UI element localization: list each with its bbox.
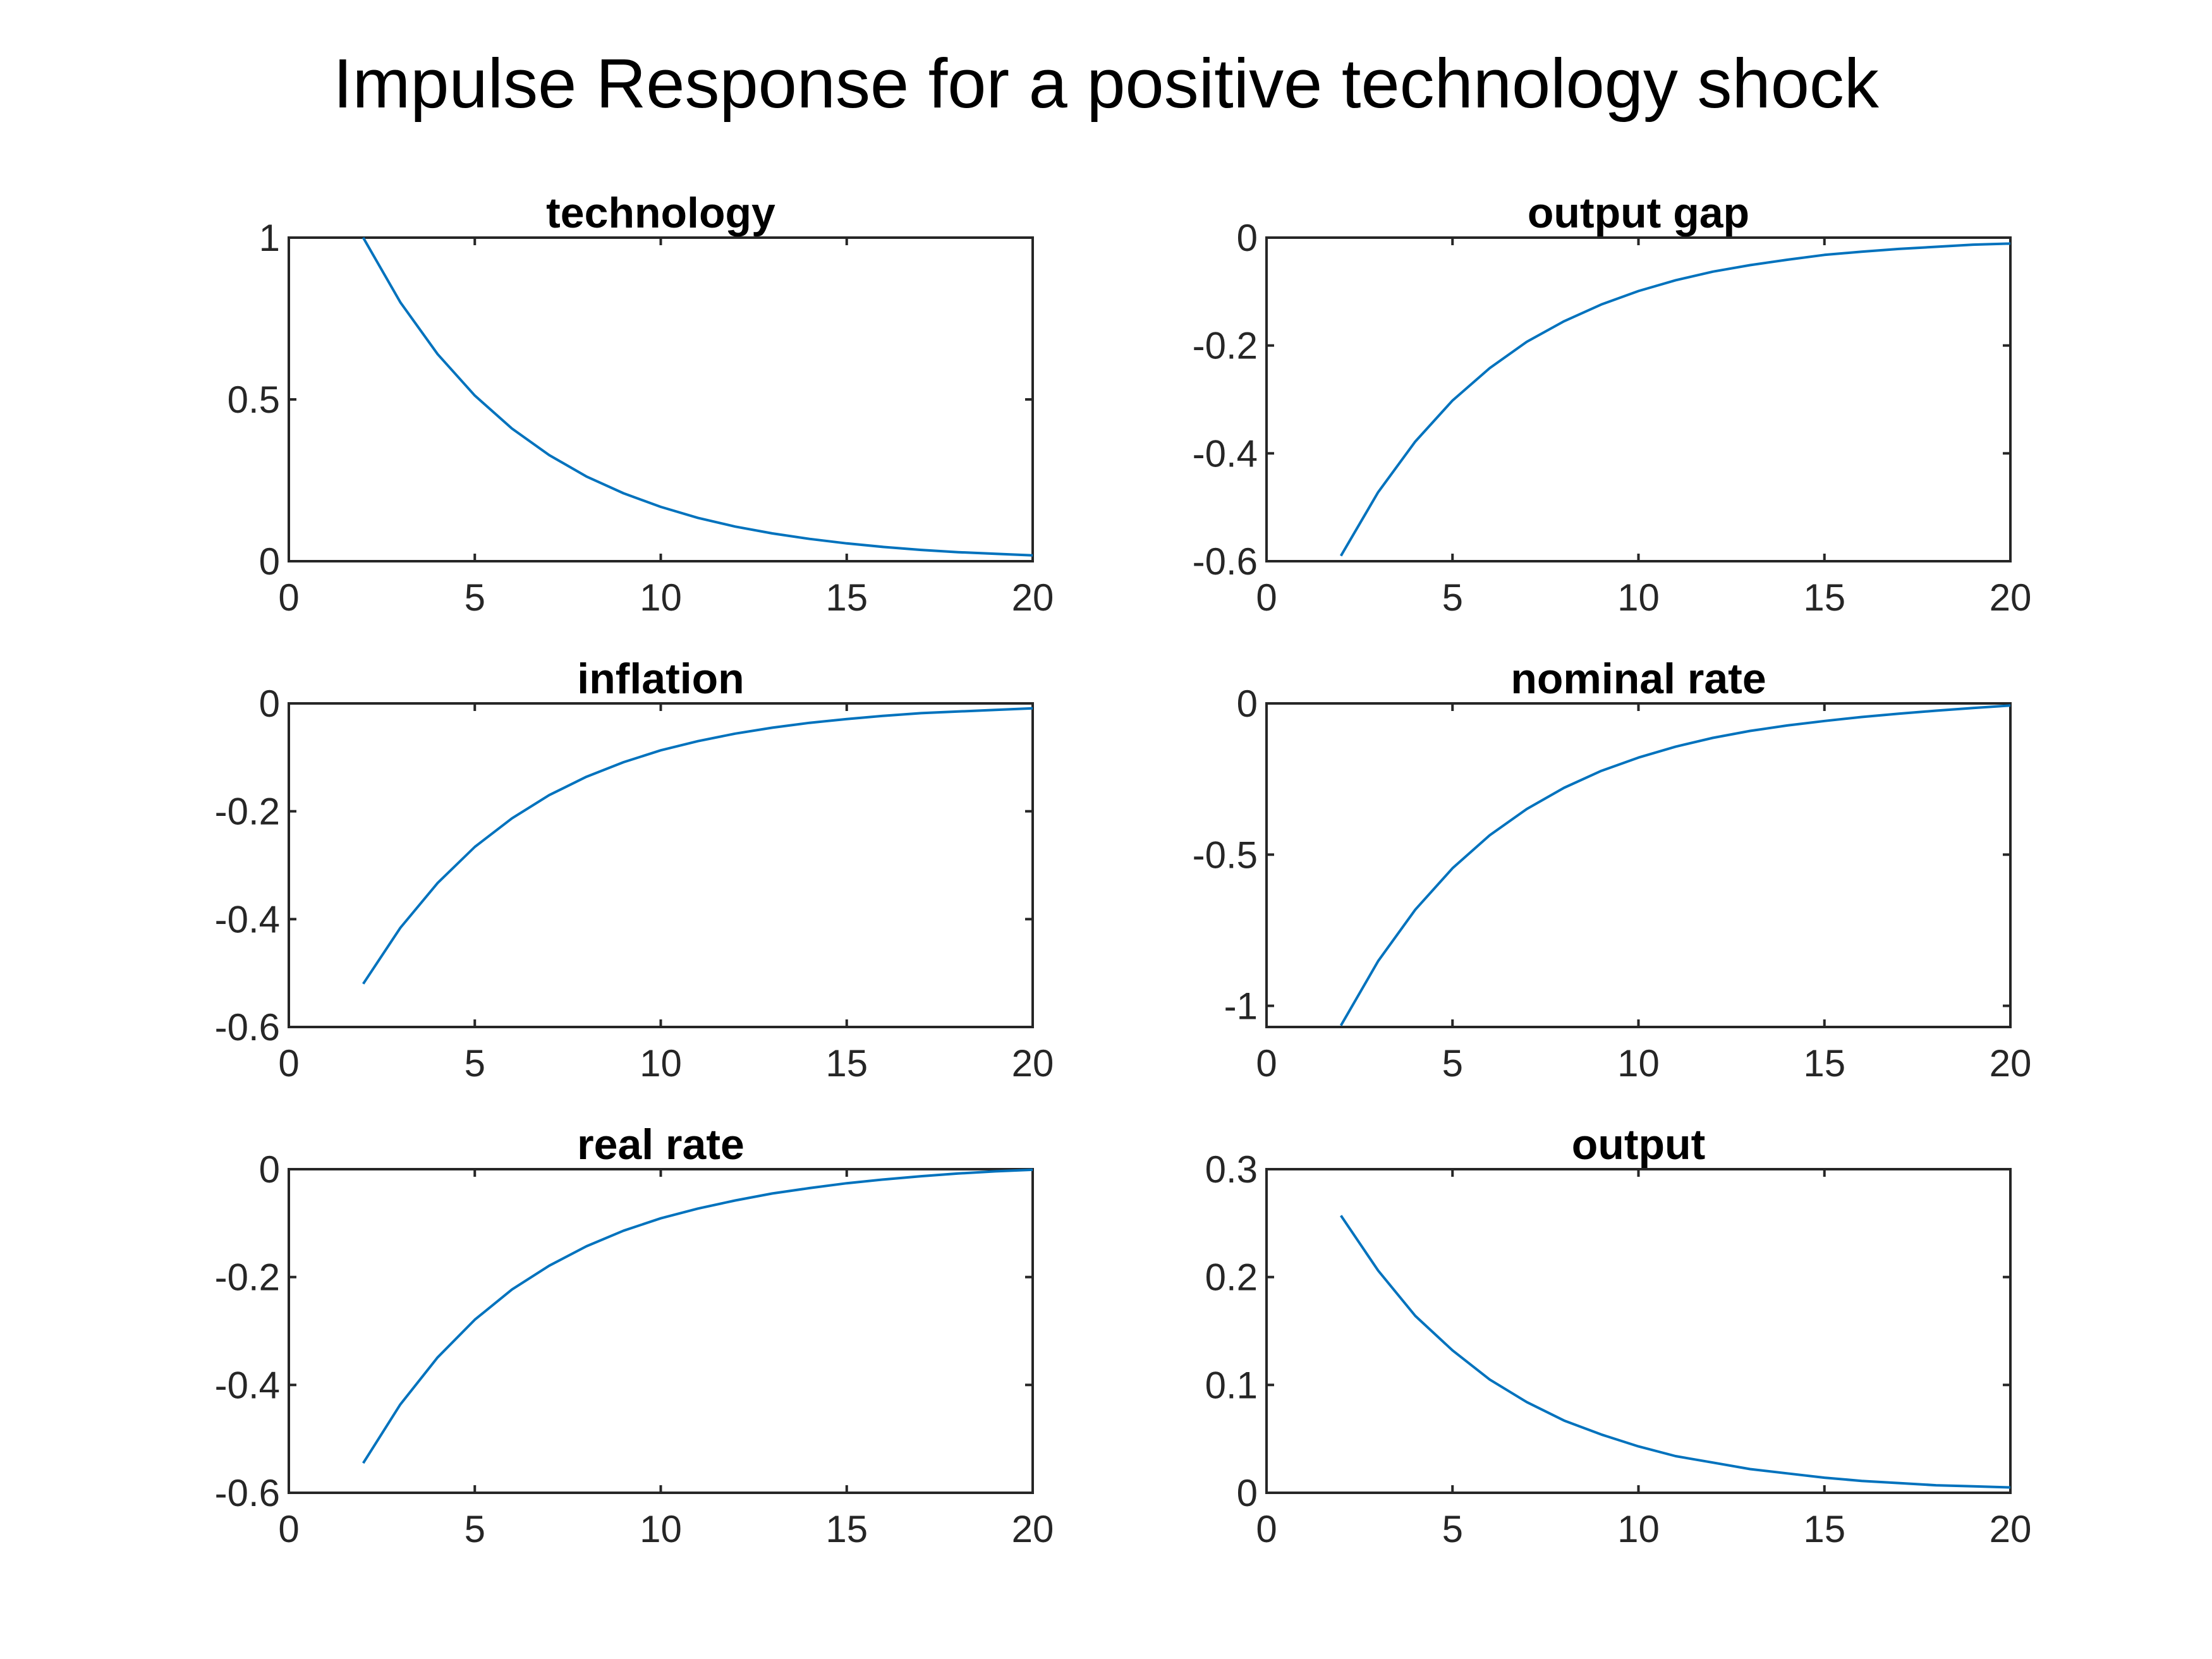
x-tick-label: 15 [825, 1508, 868, 1550]
y-tick-label: 0 [1237, 217, 1258, 259]
axes-box [288, 236, 1034, 562]
subplot-title: inflation [577, 655, 744, 703]
x-tick-label: 20 [1990, 576, 2032, 619]
y-tick-label: 0 [259, 1148, 280, 1191]
x-tick-label: 5 [1442, 576, 1463, 619]
x-tick-label: 0 [278, 576, 299, 619]
subplot-title: output [1572, 1121, 1705, 1169]
x-tick-label: 15 [825, 1042, 868, 1085]
y-tick-label: 0.5 [228, 379, 280, 421]
subplot-title: real rate [577, 1121, 744, 1169]
y-tick-label: 1 [259, 217, 280, 259]
x-tick-label: 10 [1617, 1042, 1660, 1085]
x-tick-label: 5 [465, 1508, 485, 1550]
y-tick-label: 0.2 [1205, 1256, 1258, 1299]
x-tick-label: 5 [465, 576, 485, 619]
x-tick-label: 0 [278, 1508, 299, 1550]
axes-box [1265, 236, 2012, 562]
x-tick-label: 0 [1256, 1042, 1277, 1085]
axes-box [288, 702, 1034, 1028]
x-tick-label: 20 [1990, 1042, 2032, 1085]
series-line-output [1340, 1215, 2011, 1489]
subplot-real-rate: real rate 0 5 10 15 20 -0.6 -0.4 -0.2 0 [215, 1121, 1054, 1550]
y-tick-label: 0.1 [1205, 1364, 1258, 1406]
y-tick-label: -0.2 [215, 791, 280, 833]
x-tick-label: 10 [640, 1508, 682, 1550]
x-tick-label: 10 [640, 1042, 682, 1085]
axes-box [1265, 702, 2012, 1028]
axes-box [288, 1168, 1034, 1494]
x-tick-label: 10 [1617, 576, 1660, 619]
subplot-inflation: inflation 0 5 10 15 20 -0.6 -0.4 -0.2 0 [215, 655, 1054, 1085]
x-tick-label: 20 [1990, 1508, 2032, 1550]
x-tick-label: 10 [640, 576, 682, 619]
y-tick-label: -0.6 [1193, 540, 1258, 583]
y-tick-label: 0.3 [1205, 1148, 1258, 1191]
series-line-technology [362, 237, 1033, 557]
figure-title: Impulse Response for a positive technolo… [333, 45, 1880, 123]
y-tick-label: -0.5 [1193, 834, 1258, 876]
subplot-output: output 0 5 10 15 20 0 0.1 0.2 0.3 [1205, 1121, 2032, 1550]
series-line-inflation [362, 707, 1033, 985]
subplot-nominal-rate: nominal rate 0 5 10 15 20 -1 -0.5 0 [1193, 655, 2032, 1085]
y-tick-label: -0.2 [215, 1256, 280, 1299]
x-tick-label: 0 [278, 1042, 299, 1085]
y-tick-label: 0 [259, 683, 280, 725]
y-tick-label: -0.2 [1193, 325, 1258, 367]
x-tick-label: 0 [1256, 576, 1277, 619]
x-tick-label: 15 [1803, 576, 1845, 619]
subplot-technology: technology 0 5 10 15 20 0 0.5 1 [228, 189, 1054, 619]
y-tick-label: -0.4 [215, 1364, 280, 1406]
x-tick-label: 15 [825, 576, 868, 619]
x-tick-label: 20 [1012, 1508, 1054, 1550]
y-tick-label: 0 [259, 540, 280, 583]
y-tick-label: -1 [1224, 985, 1258, 1028]
x-tick-label: 20 [1012, 576, 1054, 619]
series-line-nominal-rate [1339, 704, 2011, 1026]
series-line-output-gap [1339, 242, 2011, 557]
y-tick-label: 0 [1237, 1472, 1258, 1514]
x-tick-label: 5 [1442, 1508, 1463, 1550]
series-line-real-rate [362, 1168, 1033, 1464]
x-tick-label: 20 [1012, 1042, 1054, 1085]
x-tick-label: 5 [465, 1042, 485, 1085]
x-tick-label: 15 [1803, 1042, 1845, 1085]
subplot-title: nominal rate [1510, 655, 1766, 703]
y-tick-label: -0.6 [215, 1006, 280, 1048]
x-tick-label: 15 [1803, 1508, 1845, 1550]
y-tick-label: -0.4 [215, 898, 280, 940]
subplot-title: technology [546, 189, 775, 237]
x-tick-label: 0 [1256, 1508, 1277, 1550]
y-tick-label: -0.6 [215, 1472, 280, 1514]
subplot-grid: technology 0 5 10 15 20 0 0.5 1 output gap 0 5 10 15 2… [215, 189, 2032, 1550]
y-tick-label: -0.4 [1193, 432, 1258, 475]
axes-box [1265, 1168, 2012, 1494]
subplot-title: output gap [1528, 189, 1749, 237]
x-tick-label: 10 [1617, 1508, 1660, 1550]
x-tick-label: 5 [1442, 1042, 1463, 1085]
subplot-output-gap: output gap 0 5 10 15 20 -0.6 -0.4 -0.2 0 [1193, 189, 2032, 619]
y-tick-label: 0 [1237, 683, 1258, 725]
